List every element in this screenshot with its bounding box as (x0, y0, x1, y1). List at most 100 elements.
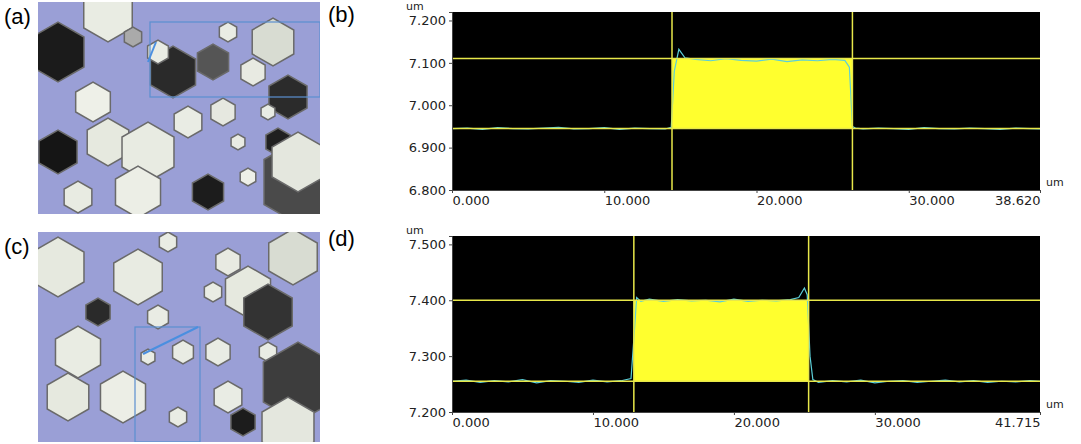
height-profile (452, 49, 1040, 129)
crystal (272, 132, 320, 192)
plot-background (452, 12, 1040, 190)
cursor-line (852, 12, 854, 190)
crystal (204, 282, 221, 302)
crystal (148, 40, 169, 64)
y-tick-label: 7.000 (409, 98, 446, 113)
crystal (86, 298, 110, 326)
crystal (269, 232, 317, 285)
x-axis-title: um (1046, 398, 1064, 411)
y-tick: 7.000 (409, 98, 452, 113)
micrograph (38, 2, 320, 214)
x-tick: 38.620 (995, 190, 1041, 208)
crystal (148, 305, 169, 329)
cursor-line (633, 236, 635, 412)
cursor-line (452, 128, 1040, 130)
cursor-line (452, 381, 1040, 383)
y-tick: 7.500 (409, 237, 452, 252)
x-tick-label: 30.000 (875, 415, 921, 430)
x-tick: 10.000 (593, 412, 639, 430)
micrograph (38, 232, 320, 442)
profile-chart: (b) 6.800 6.900 7.000 7.100 7.200 0.000 10.000 2… (328, 0, 1064, 208)
y-tick-label: 7.200 (409, 13, 446, 28)
y-axis: 6.800 6.900 7.000 7.100 7.200 (409, 13, 453, 198)
crystal (240, 168, 256, 186)
crystal (55, 326, 100, 378)
y-tick-mark (449, 20, 452, 21)
y-tick: 7.200 (409, 405, 452, 420)
plot-area (452, 236, 1040, 412)
x-tick: 41.715 (995, 412, 1041, 430)
y-tick-label: 6.900 (409, 140, 446, 155)
selection-box (135, 327, 200, 442)
crystal (39, 130, 77, 174)
y-tick-label: 6.800 (409, 183, 446, 198)
crystal (124, 27, 141, 47)
panel-label: (b) (328, 2, 355, 27)
x-tick-label: 38.620 (995, 193, 1041, 208)
y-tick-label: 7.300 (409, 349, 446, 364)
y-axis-title: um (406, 224, 424, 237)
crystal (211, 98, 235, 126)
x-axis: 0.000 10.000 20.000 30.000 38.620 (453, 190, 1041, 208)
scan-line (148, 42, 156, 62)
x-tick-label: 20.000 (757, 193, 803, 208)
y-tick: 6.900 (409, 140, 452, 155)
crystal (76, 82, 111, 122)
y-tick: 7.100 (409, 56, 452, 71)
crystal (219, 22, 236, 42)
crystal (38, 237, 84, 297)
crystal (244, 284, 292, 340)
selected-region (672, 59, 852, 129)
crystal (47, 373, 89, 421)
crystal (38, 22, 84, 82)
y-tick-mark (449, 300, 452, 301)
y-tick-label: 7.400 (409, 293, 446, 308)
crystal (174, 106, 202, 138)
y-tick: 7.400 (409, 293, 452, 308)
y-axis-line (449, 237, 453, 413)
x-tick-label: 10.000 (593, 415, 639, 430)
crystal (241, 58, 265, 86)
y-tick: 7.300 (409, 349, 452, 364)
crystal (261, 104, 275, 120)
x-tick-label: 0.000 (453, 193, 490, 208)
y-tick: 6.800 (409, 183, 452, 198)
height-profile (452, 288, 1040, 383)
crystal (114, 249, 162, 305)
crystal (231, 408, 255, 436)
crystal (206, 338, 230, 366)
y-tick-mark (449, 244, 452, 245)
crystal (115, 166, 160, 214)
y-tick-mark (449, 356, 452, 357)
plot-background (452, 236, 1040, 412)
scan-line (143, 327, 198, 354)
x-tick: 30.000 (909, 190, 955, 208)
cursor-line (452, 300, 1040, 302)
y-tick-label: 7.500 (409, 237, 446, 252)
selected-region (634, 300, 809, 381)
crystal (192, 174, 223, 210)
crystal (252, 18, 294, 66)
crystal (197, 44, 228, 80)
crystal (214, 381, 242, 413)
x-tick: 0.000 (453, 190, 490, 208)
x-tick: 10.000 (605, 190, 651, 208)
x-tick: 30.000 (875, 412, 921, 430)
y-tick-label: 7.100 (409, 56, 446, 71)
y-tick-mark (449, 148, 452, 149)
x-tick-label: 0.000 (453, 415, 490, 430)
x-tick: 20.000 (734, 412, 780, 430)
plot-area (452, 12, 1040, 190)
panel-label: (a) (4, 4, 31, 29)
x-tick-label: 30.000 (909, 193, 955, 208)
cursor-line (452, 58, 1040, 60)
panel-label: (c) (4, 234, 30, 259)
x-tick: 0.000 (453, 412, 490, 430)
selection-box (150, 22, 320, 97)
crystal (173, 340, 194, 364)
y-tick-mark (449, 63, 452, 64)
crystal (231, 134, 245, 150)
x-axis: 0.000 10.000 20.000 30.000 41.715 (453, 412, 1041, 430)
cursor-line (671, 12, 673, 190)
crystal (159, 232, 176, 252)
